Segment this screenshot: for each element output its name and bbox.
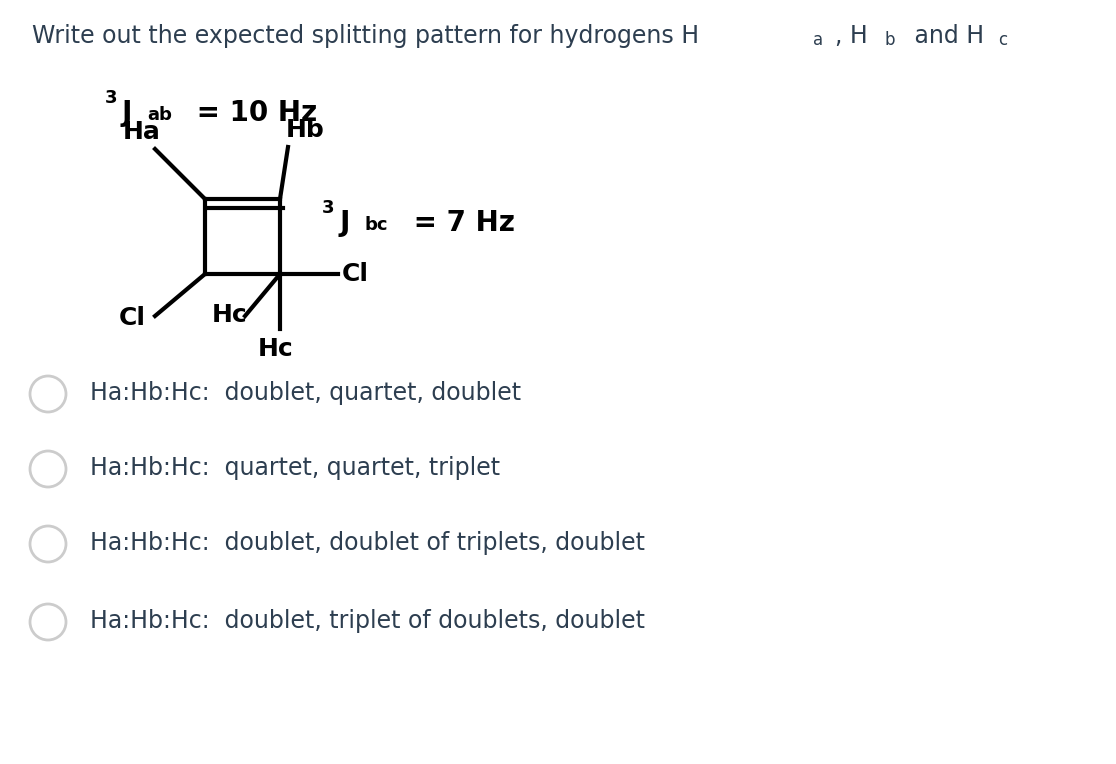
Text: Ha:Hb:Hc:  quartet, quartet, triplet: Ha:Hb:Hc: quartet, quartet, triplet [90,456,500,480]
Text: J: J [339,209,349,237]
Text: = 10 Hz: = 10 Hz [187,99,317,127]
Text: J: J [122,99,133,127]
Text: = 7 Hz: = 7 Hz [404,209,514,237]
Text: Ha:Hb:Hc:  doublet, triplet of doublets, doublet: Ha:Hb:Hc: doublet, triplet of doublets, … [90,609,645,633]
Text: Ha:Hb:Hc:  doublet, quartet, doublet: Ha:Hb:Hc: doublet, quartet, doublet [90,381,521,405]
Text: Hc: Hc [258,337,294,361]
Text: bc: bc [364,216,387,234]
Text: 3: 3 [323,199,335,217]
Text: Cl: Cl [119,306,146,330]
Text: , H: , H [835,24,868,48]
Text: 3: 3 [105,89,117,107]
Text: Write out the expected splitting pattern for hydrogens H: Write out the expected splitting pattern… [32,24,699,48]
Text: Ha: Ha [123,120,161,144]
Text: Hc: Hc [212,303,248,327]
Text: Hb: Hb [286,118,325,142]
Text: Ha:Hb:Hc:  doublet, doublet of triplets, doublet: Ha:Hb:Hc: doublet, doublet of triplets, … [90,531,645,555]
Text: and H: and H [907,24,984,48]
Text: b: b [884,31,895,49]
Text: Cl: Cl [341,262,369,286]
Text: c: c [998,31,1007,49]
Text: ab: ab [147,106,172,124]
Text: a: a [812,31,824,49]
